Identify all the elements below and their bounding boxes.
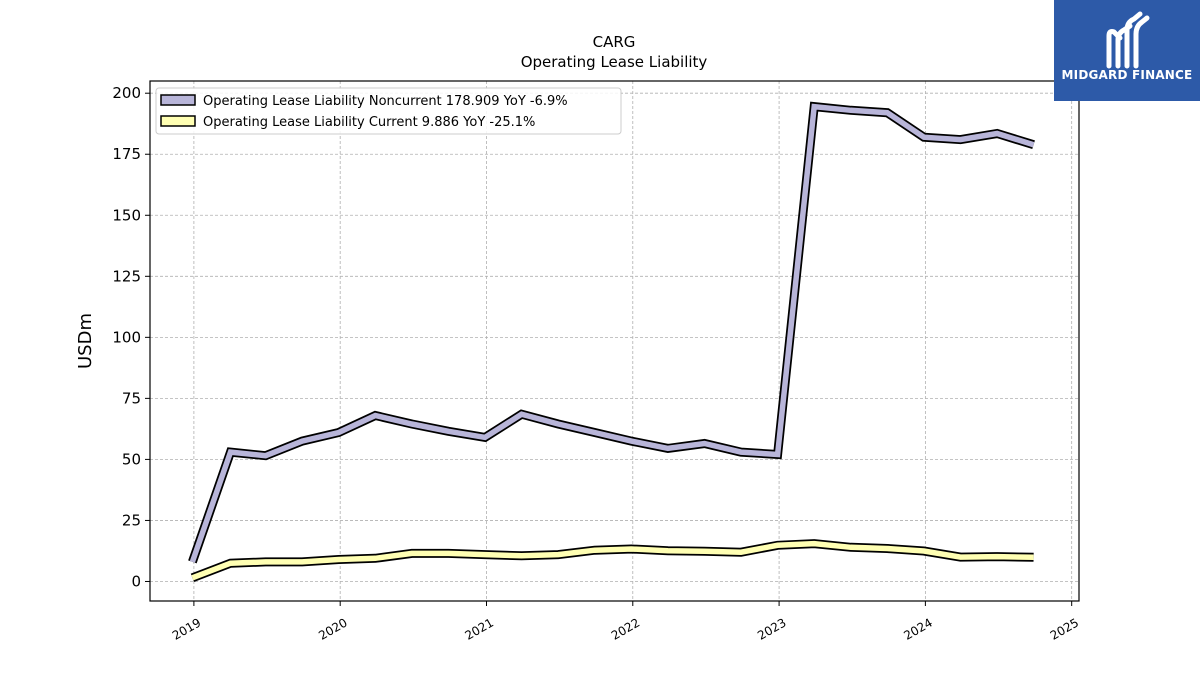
y-tick-label: 75 [122,389,141,407]
x-tick-label: 2019 [170,615,203,642]
y-tick-label: 0 [131,572,141,590]
legend-box [155,87,622,135]
y-tick-label: 200 [112,84,141,102]
y-tick-label: 150 [112,206,141,224]
plot-frame [149,80,1080,602]
x-tick-label: 2023 [755,615,788,642]
grid-lines [150,81,1079,601]
x-axis: 2019 2020 2021 2022 2023 2024 2025 [170,601,1081,643]
series-layer [188,101,1035,583]
legend-swatch-noncurrent [160,94,196,106]
x-tick-label: 2021 [463,615,496,642]
series-line-1 [191,540,1034,581]
y-tick-label: 100 [112,328,141,346]
x-tick-label: 2024 [901,615,934,642]
chart-subtitle: Operating Lease Liability [521,53,708,71]
y-tick-label: 25 [122,511,141,529]
y-tick-label: 50 [122,450,141,468]
x-tick-label: 2020 [316,615,349,642]
midgard-finance-logo: MIDGARD FINANCE [1054,0,1200,101]
series-outline-0 [188,101,1035,564]
y-axis: 0 25 50 75 100 125 150 175 200 [112,84,150,590]
legend-swatch-current [160,115,196,127]
chart-title: CARG [593,33,636,51]
legend-label-noncurrent: Operating Lease Liability Noncurrent 178… [203,94,568,109]
legend: Operating Lease Liability Noncurrent 178… [155,87,622,135]
x-tick-label: 2025 [1048,615,1081,642]
x-tick-label: 2022 [609,615,642,642]
y-tick-label: 125 [112,267,141,285]
y-tick-label: 175 [112,145,141,163]
series-line-0 [189,103,1035,563]
logo-text: MIDGARD FINANCE [1061,68,1193,82]
legend-label-current: Operating Lease Liability Current 9.886 … [203,115,535,130]
y-axis-label: USDm [75,313,96,369]
logo-mark-icon [1054,0,1200,101]
